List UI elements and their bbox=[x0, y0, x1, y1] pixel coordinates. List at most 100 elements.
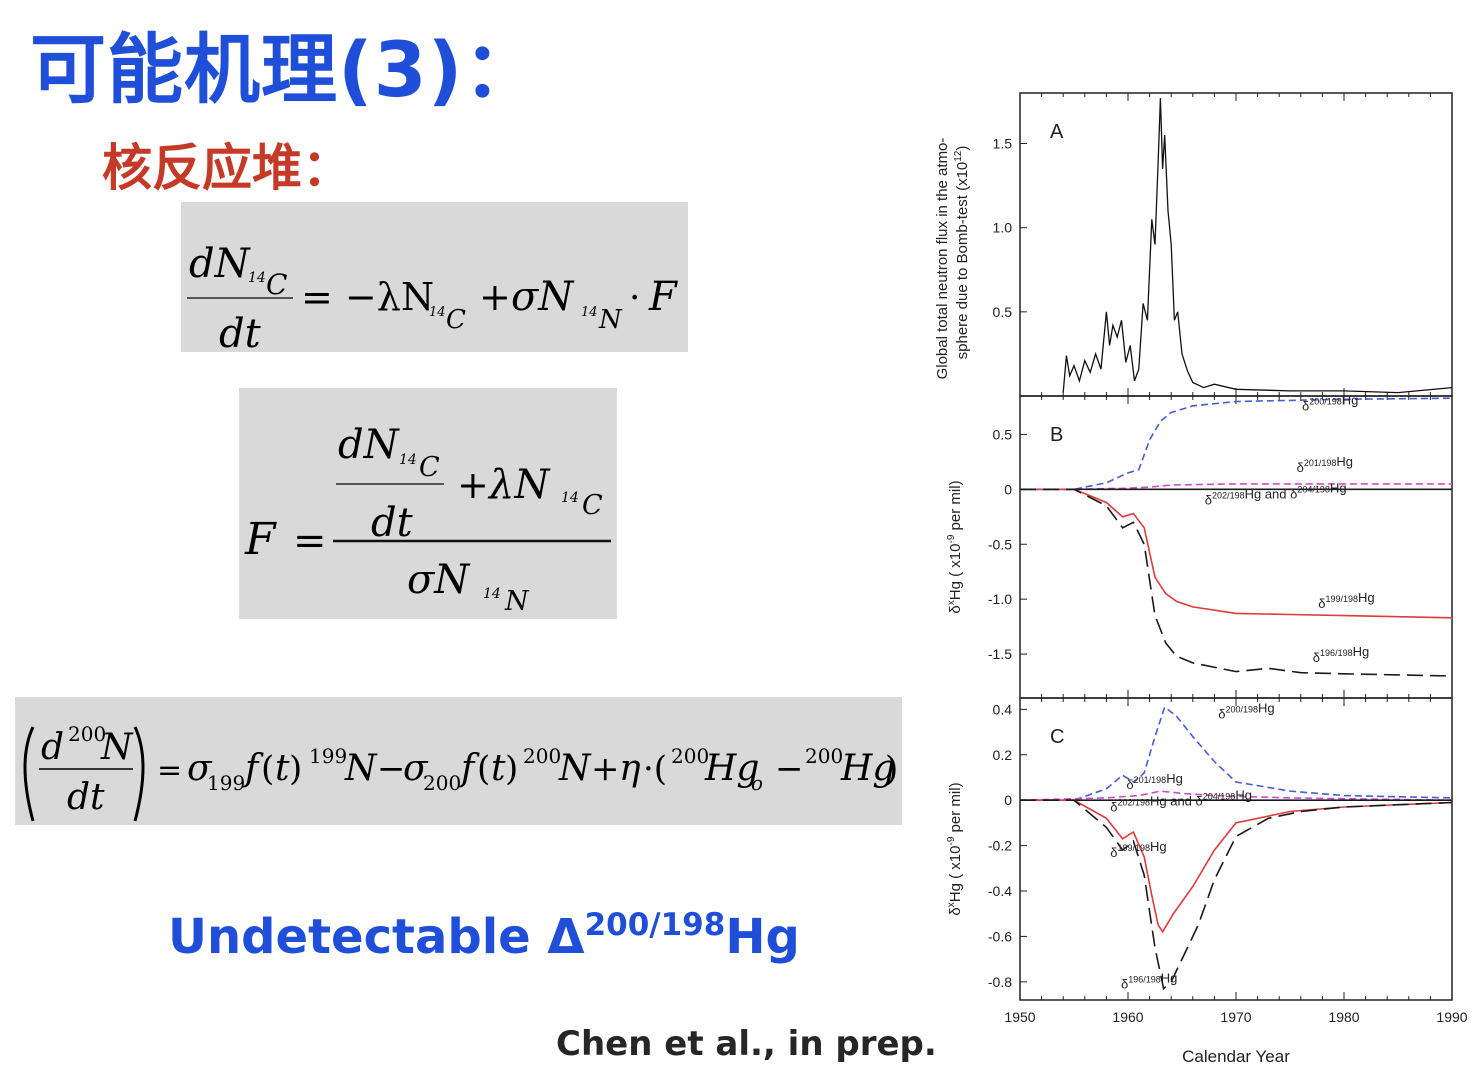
svg-text:dN: dN bbox=[338, 422, 401, 468]
label-isotope: 199/198 bbox=[1117, 843, 1150, 853]
y-axis-title-A-line2: sphere due to Bomb-test (x1012) bbox=[953, 146, 971, 360]
svg-text:+: + bbox=[591, 749, 620, 789]
label-delta: δ bbox=[1121, 977, 1128, 992]
label-delta: δ bbox=[1313, 650, 1320, 665]
y-axis-title-delta: δ bbox=[947, 907, 964, 915]
y-axis-title-sup1: x bbox=[946, 600, 957, 605]
label-isotope: 199/198 bbox=[1325, 594, 1358, 604]
series-line-B-3 bbox=[1020, 488, 1453, 619]
label-text: Hg and bbox=[1245, 487, 1291, 502]
svg-text:C: C bbox=[582, 490, 603, 521]
y-axis-title-sup1: x bbox=[946, 902, 957, 907]
svg-text:200: 200 bbox=[523, 744, 561, 768]
series-label-B-2: δ202/198Hg and δ204/198Hg bbox=[1205, 481, 1347, 508]
y-tick-label: 0.5 bbox=[993, 304, 1013, 320]
y-tick-label: 0.2 bbox=[993, 747, 1013, 763]
label-text: Hg and bbox=[1150, 794, 1196, 809]
svg-text:N: N bbox=[598, 305, 623, 335]
svg-text:−: − bbox=[775, 749, 804, 789]
y-tick-label: -1.0 bbox=[988, 591, 1012, 607]
label-isotope: 201/198 bbox=[1134, 775, 1167, 785]
svg-text:F: F bbox=[244, 514, 277, 565]
x-tick-label: 1970 bbox=[1220, 1009, 1251, 1025]
label-isotope: 204/198 bbox=[1297, 485, 1330, 495]
y-tick-label: 0.4 bbox=[993, 701, 1013, 717]
svg-text:σ: σ bbox=[187, 748, 213, 789]
svg-text:dt: dt bbox=[219, 311, 262, 352]
series-line-A-0 bbox=[1062, 98, 1453, 394]
label-isotope: 204/198 bbox=[1203, 792, 1236, 802]
label-delta: δ bbox=[1218, 706, 1225, 721]
series-label-C-2: δ202/198Hg and δ204/198Hg bbox=[1110, 788, 1252, 815]
panel-frame-B bbox=[1019, 395, 1453, 699]
panel-label-B: B bbox=[1050, 424, 1063, 446]
svg-text:199: 199 bbox=[207, 771, 245, 795]
y-axis-title-A-sup: 12 bbox=[953, 150, 964, 162]
slide-title: 可能机理(3)： bbox=[30, 25, 541, 114]
svg-text:N: N bbox=[100, 727, 134, 768]
x-tick-label: 1990 bbox=[1436, 1009, 1467, 1025]
label-isotope: 202/198 bbox=[1117, 798, 1150, 808]
label-text: Hg bbox=[1336, 454, 1353, 469]
svg-text:200: 200 bbox=[671, 744, 709, 768]
label-isotope: 202/198 bbox=[1212, 491, 1245, 501]
label-delta: δ bbox=[1302, 398, 1309, 413]
svg-text:= −λN: = −λN bbox=[301, 275, 434, 319]
svg-text:199: 199 bbox=[309, 744, 347, 768]
label-delta: δ bbox=[1290, 487, 1297, 502]
svg-text:200: 200 bbox=[68, 722, 106, 746]
svg-text:+: + bbox=[457, 463, 489, 507]
figure-panels: A B C 0.5 1.0 1.5 0.5 0 -0.5 -1.0 -1.5 0.4 0.2 0 -0.2 -… bbox=[934, 92, 1468, 1066]
citation: Chen et al., in prep. bbox=[556, 1024, 937, 1064]
label-isotope: 200/198 bbox=[1225, 704, 1258, 714]
svg-text:dt: dt bbox=[371, 500, 414, 546]
undetectable-text: Undetectable Δ bbox=[168, 909, 585, 965]
y-tick-label: 0 bbox=[1004, 792, 1012, 808]
equation-3-render: d 200 N dt = σ 199 f ( t ) 199 N − σ 200… bbox=[23, 722, 898, 822]
svg-text:t: t bbox=[491, 748, 506, 789]
label-text: Hg bbox=[1161, 971, 1178, 986]
svg-text:14: 14 bbox=[483, 586, 501, 602]
label-delta: δ bbox=[1297, 460, 1304, 475]
y-tick-label: -0.4 bbox=[988, 883, 1012, 899]
series-line-B-4 bbox=[1020, 488, 1453, 677]
undetectable-sup: 200/198 bbox=[584, 907, 726, 943]
svg-text:C: C bbox=[419, 452, 440, 483]
y-axis-title-delta: δ bbox=[947, 605, 964, 613]
y-axis-title-B: δxHg ( x10-9 per mil) bbox=[946, 480, 964, 613]
label-text: Hg bbox=[1353, 644, 1370, 659]
x-tick-label: 1960 bbox=[1112, 1009, 1143, 1025]
svg-text:+: + bbox=[479, 275, 511, 319]
panel-label-A: A bbox=[1050, 121, 1064, 143]
svg-text:·: · bbox=[629, 278, 640, 319]
y-axis-title-tail: per mil) bbox=[947, 480, 964, 534]
svg-text:(: ( bbox=[261, 749, 274, 789]
svg-text:Hg: Hg bbox=[704, 748, 759, 789]
y-tick-label: -0.6 bbox=[988, 928, 1012, 944]
svg-text:d: d bbox=[41, 727, 64, 768]
label-delta: δ bbox=[1110, 845, 1117, 860]
label-isotope: 196/198 bbox=[1320, 648, 1353, 658]
y-tick-label: -0.8 bbox=[988, 974, 1012, 990]
y-axis-title-A-text: sphere due to Bomb-test (x10 bbox=[954, 162, 971, 360]
svg-text:F: F bbox=[648, 274, 678, 320]
series-label-B-3: δ199/198Hg bbox=[1318, 590, 1374, 611]
svg-text:t: t bbox=[275, 748, 290, 789]
slide-subtitle: 核反应堆： bbox=[102, 139, 352, 197]
svg-text:(: ( bbox=[477, 749, 490, 789]
label-text: Hg bbox=[1150, 839, 1167, 854]
svg-text:dN: dN bbox=[189, 241, 252, 287]
label-isotope: 201/198 bbox=[1304, 458, 1337, 468]
x-axis-title: Calendar Year bbox=[1182, 1047, 1290, 1066]
svg-text:14: 14 bbox=[581, 305, 598, 320]
panel-frame-A bbox=[1019, 92, 1453, 397]
y-axis-title-sup2: -9 bbox=[946, 836, 957, 845]
label-delta: δ bbox=[1110, 800, 1117, 815]
svg-text:14: 14 bbox=[561, 490, 579, 506]
svg-text:Hg: Hg bbox=[840, 748, 895, 789]
y-axis-title-mid: Hg ( x10 bbox=[947, 846, 964, 903]
svg-text:−: − bbox=[377, 749, 406, 789]
x-tick-label: 1980 bbox=[1328, 1009, 1359, 1025]
label-delta: δ bbox=[1205, 493, 1212, 508]
series-label-C-4: δ196/198Hg bbox=[1121, 971, 1177, 992]
